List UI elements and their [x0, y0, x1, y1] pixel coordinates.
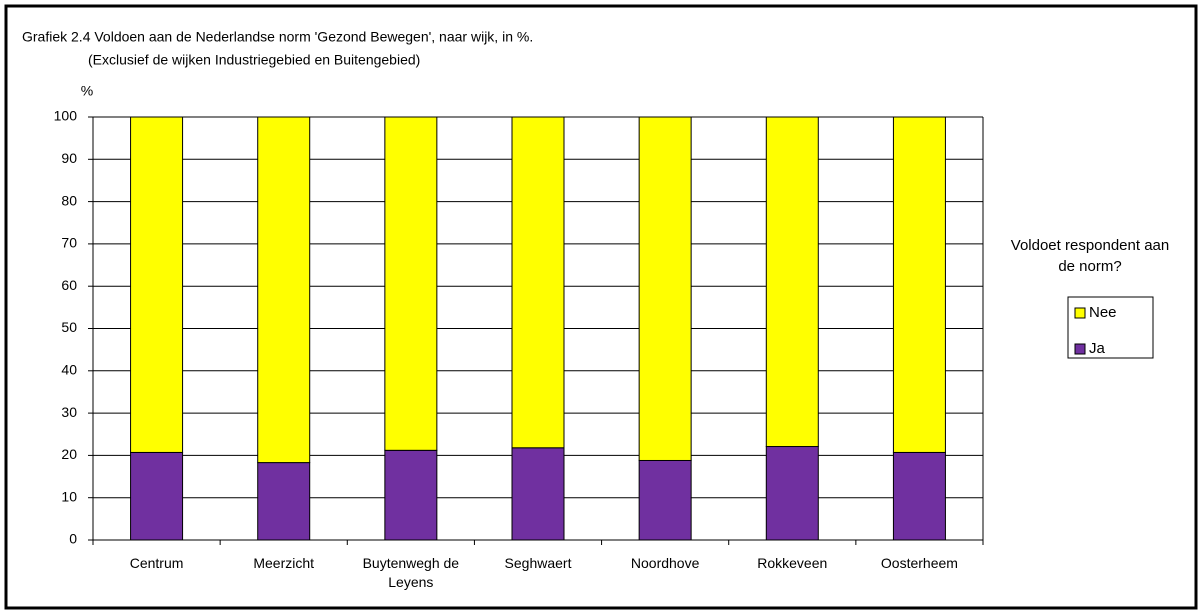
y-tick-label: 60	[61, 277, 77, 293]
bar-segment	[765, 446, 819, 541]
y-tick-label: 70	[61, 235, 77, 251]
y-axis-label: %	[81, 83, 93, 99]
y-tick-label: 50	[61, 319, 77, 335]
x-tick-label: Seghwaert	[504, 555, 572, 571]
chart-title: Grafiek 2.4 Voldoen aan de Nederlandse n…	[22, 29, 533, 45]
bar-segment	[765, 116, 819, 448]
y-tick-label: 10	[61, 488, 77, 504]
legend-title: Voldoet respondent aan de norm?	[1010, 237, 1170, 275]
bar-segment	[257, 462, 311, 541]
x-tick-label: Noordhove	[630, 555, 700, 571]
y-tick-label: 30	[61, 404, 77, 420]
bar-segment	[511, 447, 565, 541]
y-tick-label: 100	[54, 108, 78, 124]
bar-segment	[384, 449, 438, 541]
bar-segment	[892, 116, 946, 453]
x-tick-label: Centrum	[129, 555, 184, 571]
bar-segment	[511, 116, 565, 449]
y-tick-label: 40	[61, 362, 77, 378]
y-tick-label: 90	[61, 150, 77, 166]
bar-segment	[130, 116, 184, 453]
y-tick-label: 0	[69, 531, 77, 547]
y-tick-label: 80	[61, 192, 77, 208]
bar-segment	[638, 459, 692, 541]
x-tick-label: Rokkeveen	[757, 555, 828, 571]
bar-segment	[257, 116, 311, 464]
x-tick-label: Buytenwegh de Leyens	[362, 555, 460, 590]
bar-segment	[892, 451, 946, 541]
legend-label: Nee	[1089, 304, 1117, 321]
y-tick-label: 20	[61, 446, 77, 462]
x-tick-label: Oosterheem	[880, 555, 958, 571]
legend-swatch	[1074, 343, 1086, 355]
bar-segment	[130, 451, 184, 541]
x-tick-label: Meerzicht	[253, 555, 315, 571]
legend-label: Ja	[1089, 340, 1106, 357]
chart-border	[4, 4, 1198, 610]
chart-subtitle: (Exclusief de wijken Industriegebied en …	[88, 52, 420, 68]
bar-segment	[638, 116, 692, 461]
bar-segment	[384, 116, 438, 451]
legend-swatch	[1074, 307, 1086, 319]
